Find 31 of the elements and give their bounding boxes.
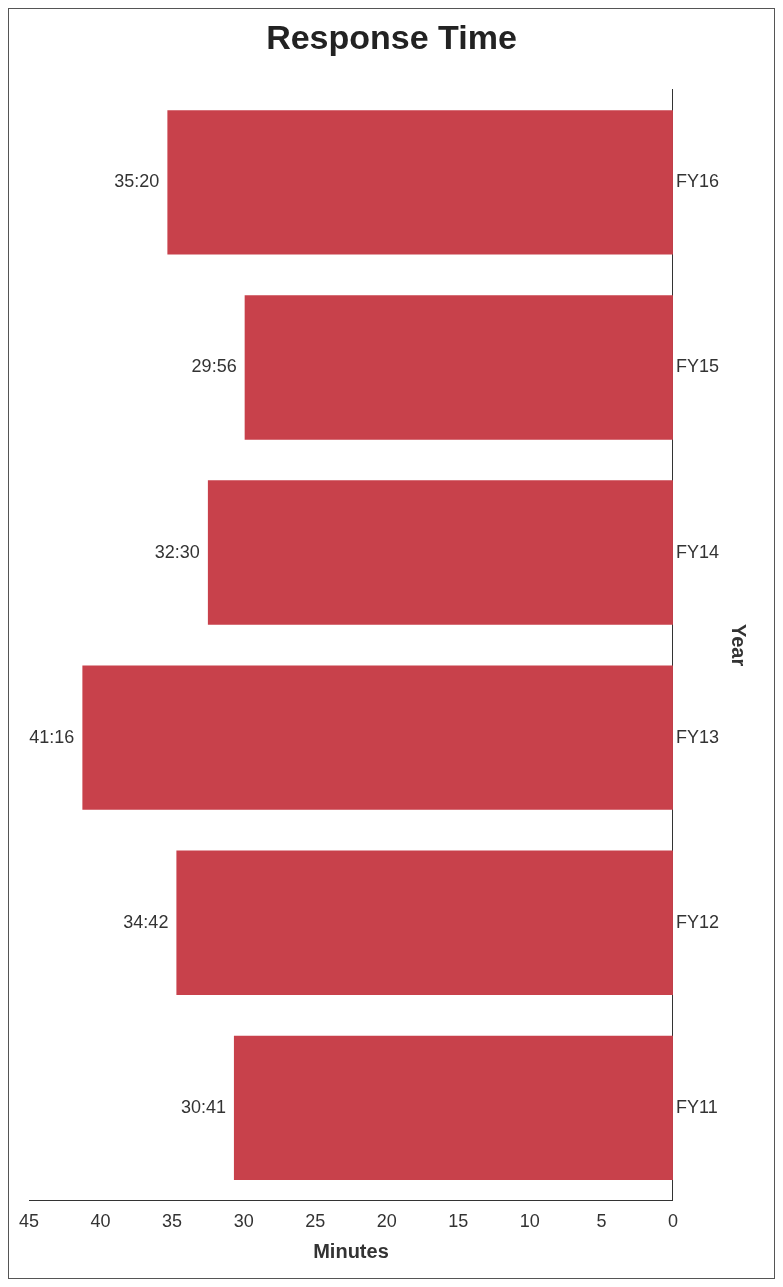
data-label: 29:56 [191,356,237,377]
x-axis-title: Minutes [313,1239,389,1262]
y-tick-label: FY15 [675,356,720,377]
bar [233,1035,673,1181]
x-tick-label: 25 [305,1211,326,1232]
y-tick-label: FY11 [675,1096,718,1117]
x-tick-label: 10 [519,1211,540,1232]
bar [176,850,673,995]
x-tick-label: 15 [448,1211,469,1232]
y-tick-label: FY13 [675,726,720,747]
data-label: 35:20 [114,171,160,192]
x-tick-label: 40 [90,1211,111,1232]
x-tick-label: 35 [162,1211,183,1232]
bar [244,295,673,440]
y-tick-label: FY12 [675,911,720,932]
x-tick-label: 5 [596,1211,607,1232]
y-tick-label: FY14 [675,541,720,562]
x-tick-label: 30 [233,1211,254,1232]
data-label: 32:30 [154,541,200,562]
chart-title: Response Time [266,17,517,56]
bar [167,110,673,255]
data-label: 34:42 [123,911,169,932]
y-axis-title: Year [728,623,751,667]
x-tick-label: 0 [667,1211,678,1232]
x-tick-label: 20 [376,1211,397,1232]
x-tick-label: 45 [18,1211,40,1232]
y-tick-label: FY16 [675,171,720,192]
bar [207,480,673,625]
data-label: 30:41 [180,1096,226,1117]
bar [82,665,673,810]
data-label: 41:16 [29,726,75,747]
